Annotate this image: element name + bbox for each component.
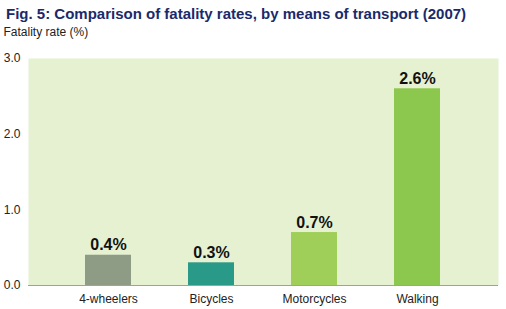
svg-text:Bicycles: Bicycles [189, 292, 233, 306]
svg-text:1.0: 1.0 [4, 203, 21, 217]
svg-text:Motorcycles: Motorcycles [282, 292, 346, 306]
svg-text:3.0: 3.0 [4, 51, 21, 65]
html-text:Fig. 5: Comparison of fatality: Fig. 5: Comparison of fatality rates, by… [6, 5, 467, 22]
svg-text:2.0: 2.0 [4, 127, 21, 141]
svg-text:0.4%: 0.4% [90, 236, 126, 253]
svg-text:Fatality rate (%): Fatality rate (%) [4, 25, 89, 39]
svg-text:0.7%: 0.7% [296, 214, 332, 231]
svg-text:Walking: Walking [396, 292, 438, 306]
svg-text:0.3%: 0.3% [193, 244, 229, 261]
svg-text:0.0: 0.0 [4, 278, 21, 292]
svg-text:4-wheelers: 4-wheelers [79, 292, 138, 306]
svg-text:2.6%: 2.6% [399, 70, 435, 87]
